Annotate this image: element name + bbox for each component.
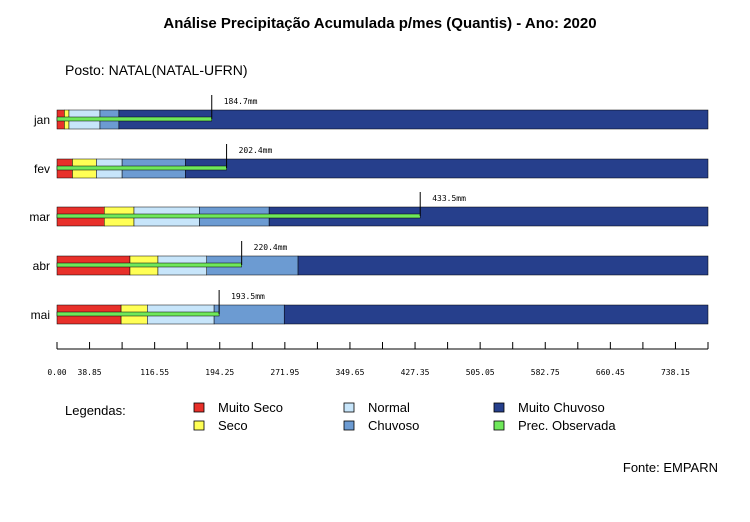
bars-group: jan 184.7mm fev 202.4mm mar 433.5mm abr 220.4mm… — [29, 95, 709, 325]
observed-bar — [56, 116, 212, 122]
legend-entry: Muito Chuvoso — [518, 400, 605, 415]
observed-bar — [56, 165, 227, 171]
legend-entry: Seco — [218, 418, 248, 433]
legend-swatch — [193, 402, 205, 413]
x-axis: 0.00 38.85 116.55 194.25 271.95 349.65 427.35 5… — [47, 342, 709, 377]
chart-title: Análise Precipitação Acumulada p/mes (Qu… — [163, 15, 596, 32]
legend-swatch — [193, 420, 205, 431]
tick-label: 349.65 — [335, 368, 364, 377]
quantile-segment — [213, 304, 285, 325]
category-label: fev — [34, 162, 50, 176]
legend: Muito Seco Seco Normal Chuvoso Muito Chuvoso… — [193, 400, 616, 433]
observed-bar — [56, 311, 220, 317]
observed-label: 433.5mm — [432, 194, 466, 203]
observed-bar — [56, 213, 421, 219]
tick-label: 38.85 — [78, 368, 102, 377]
category-label: mai — [31, 308, 50, 322]
tick-label: 738.15 — [661, 368, 690, 377]
quantile-segment — [297, 255, 709, 276]
observed-label: 202.4mm — [239, 146, 273, 155]
quantile-segment — [185, 158, 709, 179]
tick-label: 582.75 — [531, 368, 560, 377]
tick-label: 660.45 — [596, 368, 625, 377]
legend-entry: Muito Seco — [218, 400, 283, 415]
quantile-segment — [283, 304, 709, 325]
legend-swatch — [343, 402, 355, 413]
tick-label: 505.05 — [466, 368, 495, 377]
observed-label: 184.7mm — [224, 97, 258, 106]
tick-label: 427.35 — [401, 368, 430, 377]
category-label: abr — [33, 259, 50, 273]
observed-label: 220.4mm — [254, 243, 288, 252]
legend-swatch — [493, 402, 505, 413]
observed-bar — [56, 262, 242, 268]
tick-label: 194.25 — [205, 368, 234, 377]
legend-entry: Chuvoso — [368, 418, 419, 433]
legend-title: Legendas: — [65, 403, 126, 418]
legend-swatch — [493, 420, 505, 431]
tick-label: 271.95 — [270, 368, 299, 377]
category-label: mar — [29, 210, 50, 224]
tick-label: 116.55 — [140, 368, 169, 377]
legend-swatch — [343, 420, 355, 431]
observed-label: 193.5mm — [231, 292, 265, 301]
tick-label: 0.00 — [47, 368, 66, 377]
legend-entry: Prec. Observada — [518, 418, 616, 433]
legend-entry: Normal — [368, 400, 410, 415]
category-label: jan — [33, 113, 50, 127]
station-subtitle: Posto: NATAL(NATAL-UFRN) — [65, 62, 248, 78]
source-note: Fonte: EMPARN — [623, 460, 718, 475]
